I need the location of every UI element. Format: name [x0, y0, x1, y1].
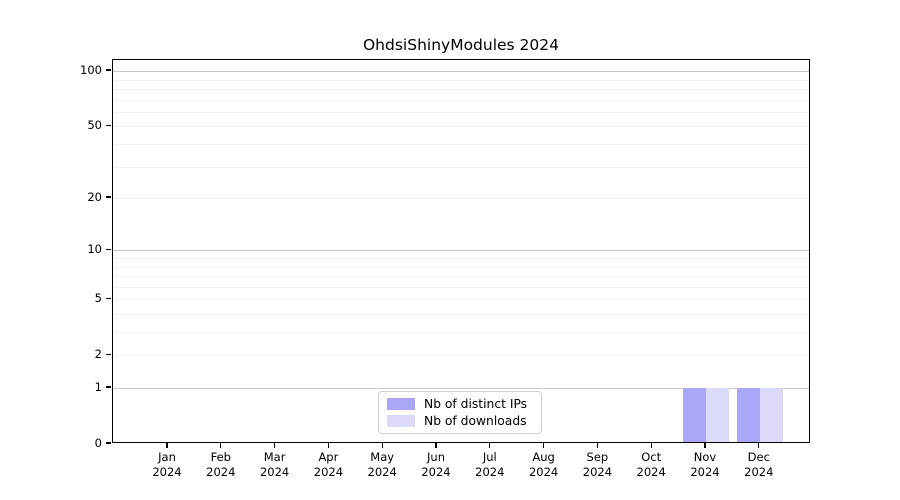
y-tick-label-100: 100 — [80, 63, 102, 78]
bar-nb-of-distinct-ips-nov — [683, 388, 706, 442]
legend-item-downloads: Nb of downloads — [387, 414, 533, 428]
x-tick-label-apr: Apr 2024 — [298, 450, 358, 480]
x-tick-jun — [435, 443, 437, 448]
x-tick-label-year-apr: 2024 — [313, 465, 344, 479]
bar-nb-of-distinct-ips-dec — [736, 388, 760, 442]
legend-label-downloads: Nb of downloads — [424, 414, 527, 428]
x-tick-feb — [220, 443, 222, 448]
x-tick-label-jun: Jun 2024 — [406, 450, 466, 480]
legend-swatch-downloads — [387, 415, 415, 427]
plot-area — [112, 59, 810, 443]
gridline-minor-60 — [113, 111, 809, 113]
x-tick-label-dec: Dec 2024 — [729, 450, 789, 480]
y-tick-10 — [106, 248, 111, 250]
gridline-minor-3 — [113, 332, 809, 333]
x-tick-label-jul: Jul 2024 — [460, 450, 520, 480]
legend-label-distinct-ips: Nb of distinct IPs — [424, 397, 528, 411]
x-tick-label-nov: Nov 2024 — [675, 450, 735, 480]
y-tick-1 — [106, 386, 111, 388]
x-tick-label-year-sep: 2024 — [582, 465, 613, 479]
gridline-minor-5 — [113, 299, 809, 301]
x-tick-label-year-jan: 2024 — [152, 465, 182, 479]
x-tick-label-feb: Feb 2024 — [191, 450, 251, 480]
x-tick-label-year-feb: 2024 — [206, 465, 236, 479]
x-tick-jul — [489, 443, 491, 448]
gridline-minor-80 — [113, 89, 809, 90]
y-tick-label-50: 50 — [87, 118, 102, 133]
gridline-minor-6 — [113, 286, 809, 288]
y-tick-label-5: 5 — [94, 291, 102, 306]
x-tick-label-jan: Jan 2024 — [137, 450, 197, 480]
y-tick-label-2: 2 — [94, 347, 102, 362]
x-tick-jan — [166, 443, 168, 448]
x-tick-label-year-aug: 2024 — [528, 465, 559, 479]
y-tick-5 — [106, 297, 111, 299]
x-tick-label-year-mar: 2024 — [259, 465, 290, 479]
x-tick-mar — [273, 443, 276, 448]
gridline-minor-30 — [113, 166, 809, 168]
x-tick-may — [381, 443, 383, 448]
y-tick-20 — [106, 196, 111, 198]
y-tick-label-20: 20 — [87, 190, 102, 205]
gridline-major-100 — [113, 71, 809, 73]
x-tick-oct — [650, 443, 652, 448]
gridline-minor-9 — [113, 257, 809, 259]
gridline-minor-2 — [113, 355, 809, 357]
x-tick-label-year-oct: 2024 — [636, 465, 666, 479]
gridline-minor-8 — [113, 266, 809, 268]
legend-swatch-distinct-ips — [387, 398, 415, 410]
y-tick-2 — [106, 353, 111, 355]
gridline-major-1 — [113, 388, 809, 389]
x-tick-label-year-jun: 2024 — [421, 465, 451, 479]
x-tick-sep — [596, 443, 599, 448]
x-tick-apr — [327, 443, 330, 448]
x-tick-label-mar: Mar 2024 — [245, 450, 305, 480]
y-tick-50 — [106, 124, 111, 127]
x-tick-dec — [758, 443, 760, 448]
x-tick-label-year-dec: 2024 — [744, 465, 774, 479]
y-tick-label-10: 10 — [87, 242, 102, 257]
x-tick-label-oct: Oct 2024 — [621, 450, 681, 480]
x-tick-label-aug: Aug 2024 — [514, 450, 574, 480]
gridline-minor-4 — [113, 313, 809, 315]
y-tick-0 — [106, 442, 111, 444]
gridline-minor-7 — [113, 276, 809, 278]
gridline-minor-40 — [113, 144, 809, 145]
x-tick-nov — [704, 443, 706, 448]
y-tick-100 — [106, 69, 111, 71]
y-tick-label-1: 1 — [94, 380, 102, 394]
x-tick-label-sep: Sep 2024 — [567, 450, 627, 480]
y-tick-label-0: 0 — [94, 436, 102, 450]
gridline-minor-20 — [113, 198, 809, 200]
legend-item-distinct-ips: Nb of distinct IPs — [387, 397, 533, 411]
gridline-minor-50 — [113, 126, 809, 128]
gridline-minor-70 — [113, 99, 809, 101]
x-tick-label-may: May 2024 — [352, 450, 412, 480]
x-tick-label-year-jul: 2024 — [475, 465, 505, 479]
gridline-minor-90 — [113, 79, 809, 81]
bar-nb-of-downloads-dec — [759, 388, 783, 442]
bar-nb-of-downloads-nov — [706, 388, 729, 442]
chart-title: OhdsiShinyModules 2024 — [362, 36, 560, 54]
gridline-major-10 — [113, 250, 809, 252]
legend: Nb of distinct IPs Nb of downloads — [378, 391, 542, 434]
x-tick-label-year-may: 2024 — [367, 465, 397, 479]
x-tick-label-year-nov: 2024 — [690, 465, 720, 479]
x-tick-aug — [542, 443, 545, 448]
